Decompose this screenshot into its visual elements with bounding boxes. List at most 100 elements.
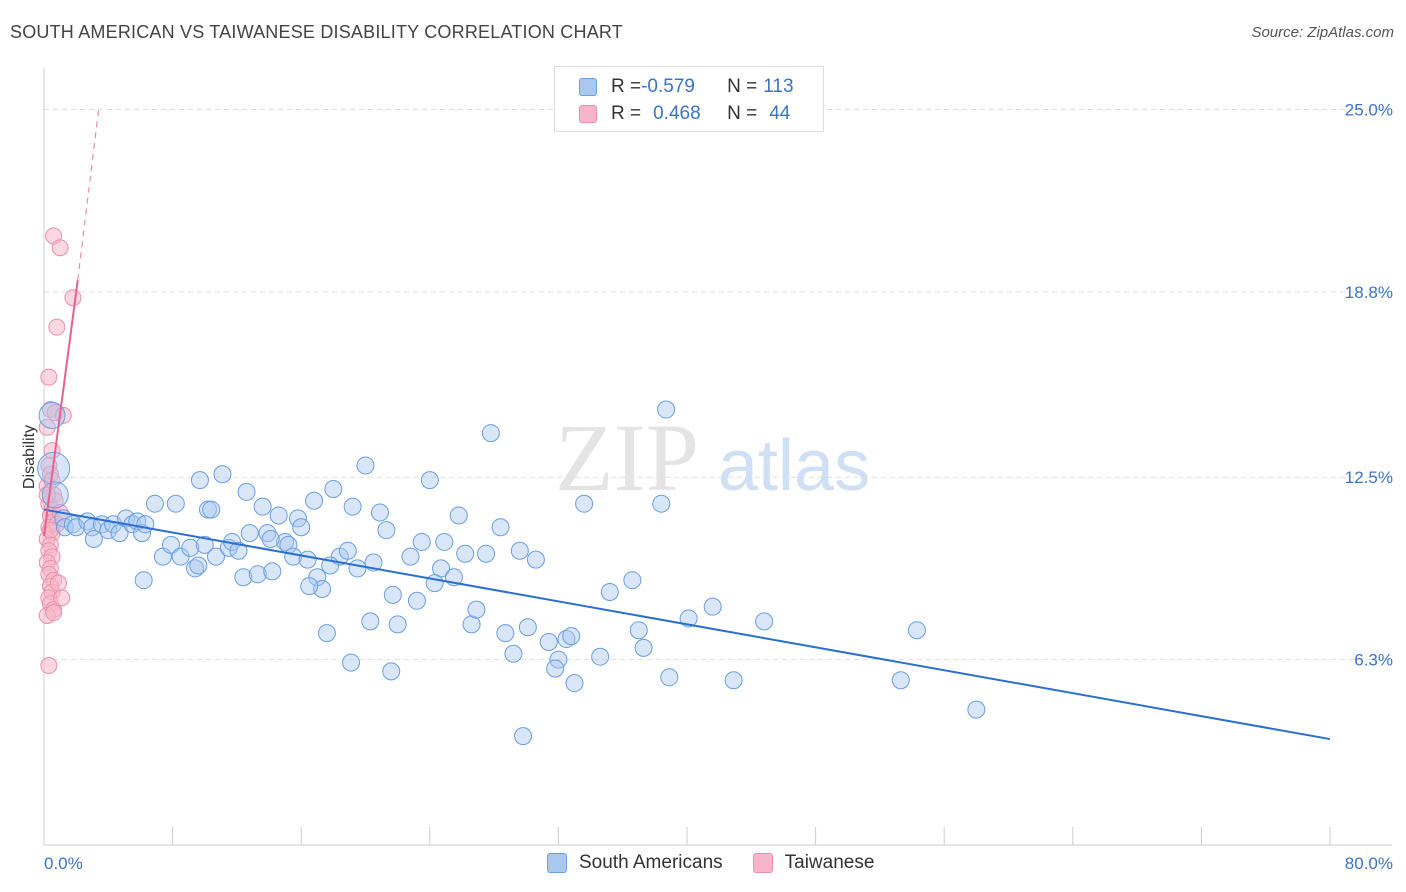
south-american-point: [634, 638, 653, 657]
chart-title: SOUTH AMERICAN VS TAIWANESE DISABILITY C…: [10, 22, 623, 42]
r-label: R =: [611, 76, 642, 97]
south-american-point: [240, 524, 259, 543]
south-american-point: [84, 530, 103, 548]
taiwanese-point: [51, 239, 69, 257]
legend-row-south-american: R = -0.579 N = 113: [579, 74, 794, 100]
south-american-point: [401, 547, 420, 566]
taiwanese-points: [38, 227, 82, 675]
south-american-point: [600, 582, 619, 601]
south-american-point: [657, 400, 676, 419]
south-american-point: [342, 653, 361, 672]
south-american-point: [377, 521, 396, 540]
south-american-point: [967, 700, 986, 719]
south-american-point: [565, 674, 584, 693]
south-american-point: [514, 727, 533, 746]
south-american-point: [382, 662, 401, 681]
r-label: R =: [611, 103, 642, 124]
south-american-point: [562, 627, 581, 646]
x-tick-labels: 0.0% 80.0%: [44, 854, 1393, 873]
south-american-point: [41, 481, 69, 509]
south-american-point: [420, 471, 439, 490]
y-tick-label: 12.5%: [1345, 468, 1393, 487]
south-american-point: [181, 538, 200, 557]
south-american-point: [504, 644, 523, 663]
south-american-point: [300, 577, 319, 596]
south-american-point: [356, 456, 375, 475]
taiwanese-point: [40, 657, 58, 675]
south-american-point: [261, 530, 280, 548]
taiwanese-point: [48, 318, 66, 336]
legend-label: South Americans: [579, 852, 723, 873]
south-american-point: [629, 621, 648, 640]
south-american-point: [145, 494, 164, 513]
south-american-point: [253, 497, 272, 516]
south-american-point: [510, 541, 529, 560]
south-american-point: [557, 630, 576, 649]
south-american-point: [591, 647, 610, 666]
south-american-trend-line: [43, 508, 1331, 741]
watermark-zip: ZIP: [555, 404, 699, 511]
blue-swatch: [547, 853, 567, 873]
south-american-point: [435, 532, 454, 551]
south-american-point: [660, 668, 679, 687]
r-value: 0.468: [653, 103, 701, 124]
pink-swatch: [579, 105, 597, 123]
south-american-point: [462, 615, 481, 634]
south-american-point: [412, 532, 431, 551]
south-american-point: [248, 565, 267, 584]
legend-label: Taiwanese: [784, 852, 875, 873]
taiwanese-point: [41, 521, 59, 539]
south-american-point: [202, 500, 221, 519]
south-american-point: [575, 494, 594, 513]
n-value: 44: [769, 103, 791, 124]
south-american-point: [348, 559, 367, 578]
south-american-point: [546, 659, 565, 678]
south-american-point: [425, 574, 444, 593]
south-american-point: [652, 494, 671, 513]
taiwanese-point: [64, 289, 82, 307]
taiwanese-point: [45, 604, 63, 622]
south-american-point: [195, 535, 214, 554]
y-tick-label: 18.8%: [1345, 283, 1393, 302]
south-american-point: [292, 518, 311, 537]
south-american-point: [269, 506, 288, 525]
y-axis-label: Disability: [21, 425, 38, 489]
south-american-point: [305, 491, 324, 510]
south-american-point: [324, 479, 343, 498]
south-american-point: [891, 671, 910, 690]
south-american-point: [623, 571, 642, 590]
south-american-point: [136, 515, 155, 534]
south-american-point: [343, 497, 362, 516]
n-label: N =: [727, 103, 758, 124]
south-american-point: [407, 591, 426, 610]
south-american-point: [134, 571, 153, 590]
south-american-points: [37, 400, 986, 746]
taiwanese-trend-extension: [77, 109, 100, 281]
south-american-point: [679, 609, 698, 628]
watermark: ZIP atlas: [555, 404, 870, 511]
south-american-point: [263, 562, 282, 581]
south-american-point: [234, 568, 253, 587]
trend-lines: [43, 109, 1331, 741]
south-american-point: [317, 624, 336, 643]
south-american-point: [496, 624, 515, 643]
south-american-point: [67, 518, 86, 537]
south-american-point: [258, 524, 277, 543]
axes: [43, 68, 1392, 846]
taiwanese-trend-line: [43, 279, 79, 537]
south-american-point: [298, 550, 317, 569]
south-american-point: [229, 541, 248, 560]
legend-item-taiwanese[interactable]: Taiwanese: [752, 852, 875, 874]
legend-item-south-americans[interactable]: South Americans: [547, 852, 723, 874]
south-american-point: [703, 597, 722, 616]
south-american-point: [467, 600, 486, 619]
south-american-point: [186, 559, 205, 578]
south-american-point: [388, 615, 407, 634]
south-american-point: [161, 535, 180, 554]
south-american-point: [166, 494, 185, 513]
south-american-point: [361, 612, 380, 631]
y-tick-label: 25.0%: [1345, 100, 1393, 119]
watermark-atlas: atlas: [718, 426, 870, 506]
south-american-point: [481, 424, 500, 443]
